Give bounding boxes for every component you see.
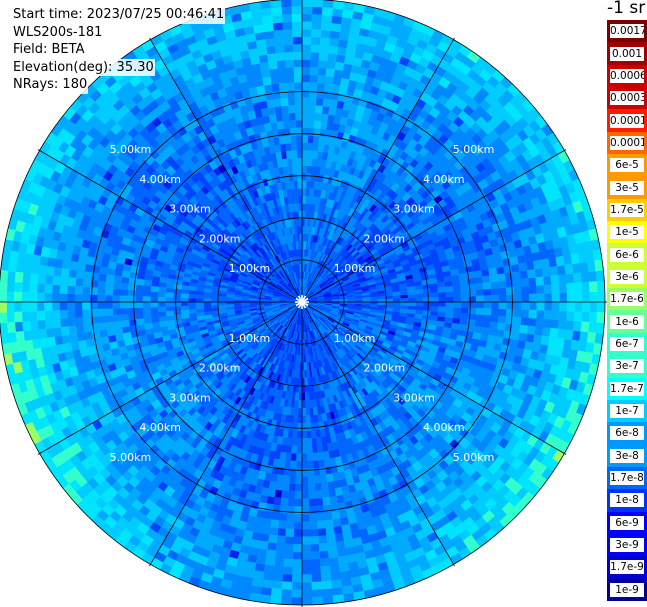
- colorbar-step: 6e-6: [607, 243, 647, 266]
- start-time-text: Start time: 2023/07/25 00:46:41: [12, 6, 226, 24]
- colorbar-tick-label: 3e-9: [610, 538, 644, 553]
- ring-label: 4.00km: [423, 421, 465, 434]
- ring-label: 3.00km: [169, 203, 211, 216]
- colorbar-step: 3e-8: [607, 444, 647, 467]
- colorbar-tick-label: 1e-6: [610, 314, 644, 329]
- colorbar-tick-label: 1e-7: [610, 404, 644, 419]
- colorbar-tick-label: 3e-7: [610, 359, 644, 374]
- colorbar-step: 0.001: [607, 42, 647, 65]
- colorbar-step: 0.00017: [607, 109, 647, 132]
- azimuth-spoke-150: [301, 301, 455, 567]
- colorbar-tick-label: 1.7e-9: [610, 560, 644, 575]
- colorbar-step: 1.7e-9: [607, 556, 647, 579]
- ring-label: 4.00km: [139, 421, 181, 434]
- colorbar-step: 1e-6: [607, 310, 647, 333]
- azimuth-spoke-210: [149, 301, 303, 567]
- ring-label: 5.00km: [453, 451, 495, 464]
- ring-label: 1.00km: [334, 262, 376, 275]
- colorbar-tick-label: 0.0017: [610, 24, 644, 39]
- azimuth-spoke-60: [301, 149, 567, 303]
- ring-label: 5.00km: [110, 143, 152, 156]
- colorbar-step: 1.7e-8: [607, 466, 647, 490]
- ring-label: 5.00km: [453, 143, 495, 156]
- elevation-text: Elevation(deg): 35.30: [12, 58, 155, 76]
- ring-label: 1.00km: [229, 262, 271, 275]
- colorbar-step: 1.7e-5: [607, 198, 647, 222]
- colorbar-tick-label: 3e-6: [610, 269, 644, 284]
- colorbar-step: 3e-5: [607, 176, 647, 199]
- ring-label: 4.00km: [423, 173, 465, 186]
- field-text: Field: BETA: [12, 41, 86, 59]
- colorbar-tick-label: 6e-5: [610, 158, 644, 173]
- colorbar-step: 6e-5: [607, 154, 647, 177]
- colorbar-step: 3e-9: [607, 533, 647, 557]
- ring-label: 1.00km: [229, 332, 271, 345]
- colorbar-tick-label: 0.0006: [610, 68, 644, 83]
- colorbar-tick-label: 1e-9: [610, 582, 644, 597]
- colorbar-step: 0.0003: [607, 87, 647, 110]
- colorbar-step: 0.0001: [607, 131, 647, 155]
- ring-label: 2.00km: [364, 362, 406, 375]
- nrays-text: NRays: 180: [12, 76, 89, 94]
- colorbar-tick-label: 1.7e-5: [610, 202, 644, 217]
- range-rings-and-spokes: [0, 0, 607, 607]
- azimuth-spoke-30: [301, 37, 455, 303]
- colorbar: 0.0017 0.001 0.0006 0.0003 0.00017 0.0001 6e-5…: [607, 20, 647, 601]
- colorbar-step: 1e-9: [607, 578, 647, 601]
- colorbar-tick-label: 1e-8: [610, 493, 644, 508]
- colorbar-tick-label: 0.0003: [610, 91, 644, 106]
- colorbar-tick-label: 1.7e-8: [610, 471, 644, 486]
- colorbar-step: 6e-7: [607, 332, 647, 356]
- colorbar-tick-label: 6e-8: [610, 426, 644, 441]
- colorbar-tick-label: 3e-8: [610, 448, 644, 463]
- colorbar-tick-label: 0.0001: [610, 135, 644, 150]
- ring-label: 3.00km: [393, 391, 435, 404]
- colorbar-tick-label: 6e-7: [610, 337, 644, 351]
- colorbar-tick-label: 6e-9: [610, 515, 644, 530]
- azimuth-spoke-240: [37, 301, 303, 455]
- colorbar-step: 3e-6: [607, 265, 647, 289]
- colorbar-tick-label: 3e-5: [610, 180, 644, 195]
- colorbar-step: 1.7e-6: [607, 288, 647, 311]
- azimuth-spoke-120: [301, 301, 567, 455]
- azimuth-spoke-300: [37, 149, 303, 303]
- colorbar-tick-label: 1.7e-7: [610, 381, 644, 396]
- colorbar-step: 1e-7: [607, 399, 647, 423]
- colorbar-unit-label: -1 sr: [607, 0, 646, 18]
- ring-label: 2.00km: [199, 233, 241, 246]
- scan-info: Start time: 2023/07/25 00:46:41 WLS200s-…: [12, 6, 226, 94]
- ring-label: 2.00km: [364, 233, 406, 246]
- ring-label: 4.00km: [139, 173, 181, 186]
- instrument-text: WLS200s-181: [12, 23, 104, 41]
- colorbar-step: 1e-5: [607, 221, 647, 244]
- ring-labels: 1.00km 1.00km 1.00km 1.00km 2.00km 2.00km 2.00…: [110, 143, 495, 464]
- colorbar-step: 3e-7: [607, 355, 647, 378]
- center-marker-spoke: [297, 295, 303, 303]
- colorbar-tick-label: 0.001: [610, 46, 644, 61]
- colorbar-step: 6e-9: [607, 511, 647, 534]
- colorbar-step: 1e-8: [607, 489, 647, 512]
- ring-label: 3.00km: [393, 203, 435, 216]
- colorbar-step: 1.7e-7: [607, 377, 647, 400]
- colorbar-step: 0.0017: [607, 20, 647, 43]
- colorbar-tick-label: 0.00017: [610, 113, 644, 128]
- colorbar-tick-label: 6e-6: [610, 247, 644, 262]
- ring-label: 3.00km: [169, 391, 211, 404]
- ring-label: 2.00km: [199, 362, 241, 375]
- azimuth-spoke-330: [149, 37, 303, 303]
- ring-label: 5.00km: [110, 451, 152, 464]
- colorbar-tick-label: 1e-5: [610, 225, 644, 240]
- colorbar-step: 6e-8: [607, 422, 647, 445]
- ring-label: 1.00km: [334, 332, 376, 345]
- colorbar-step: 0.0006: [607, 64, 647, 88]
- colorbar-tick-label: 1.7e-6: [610, 292, 644, 307]
